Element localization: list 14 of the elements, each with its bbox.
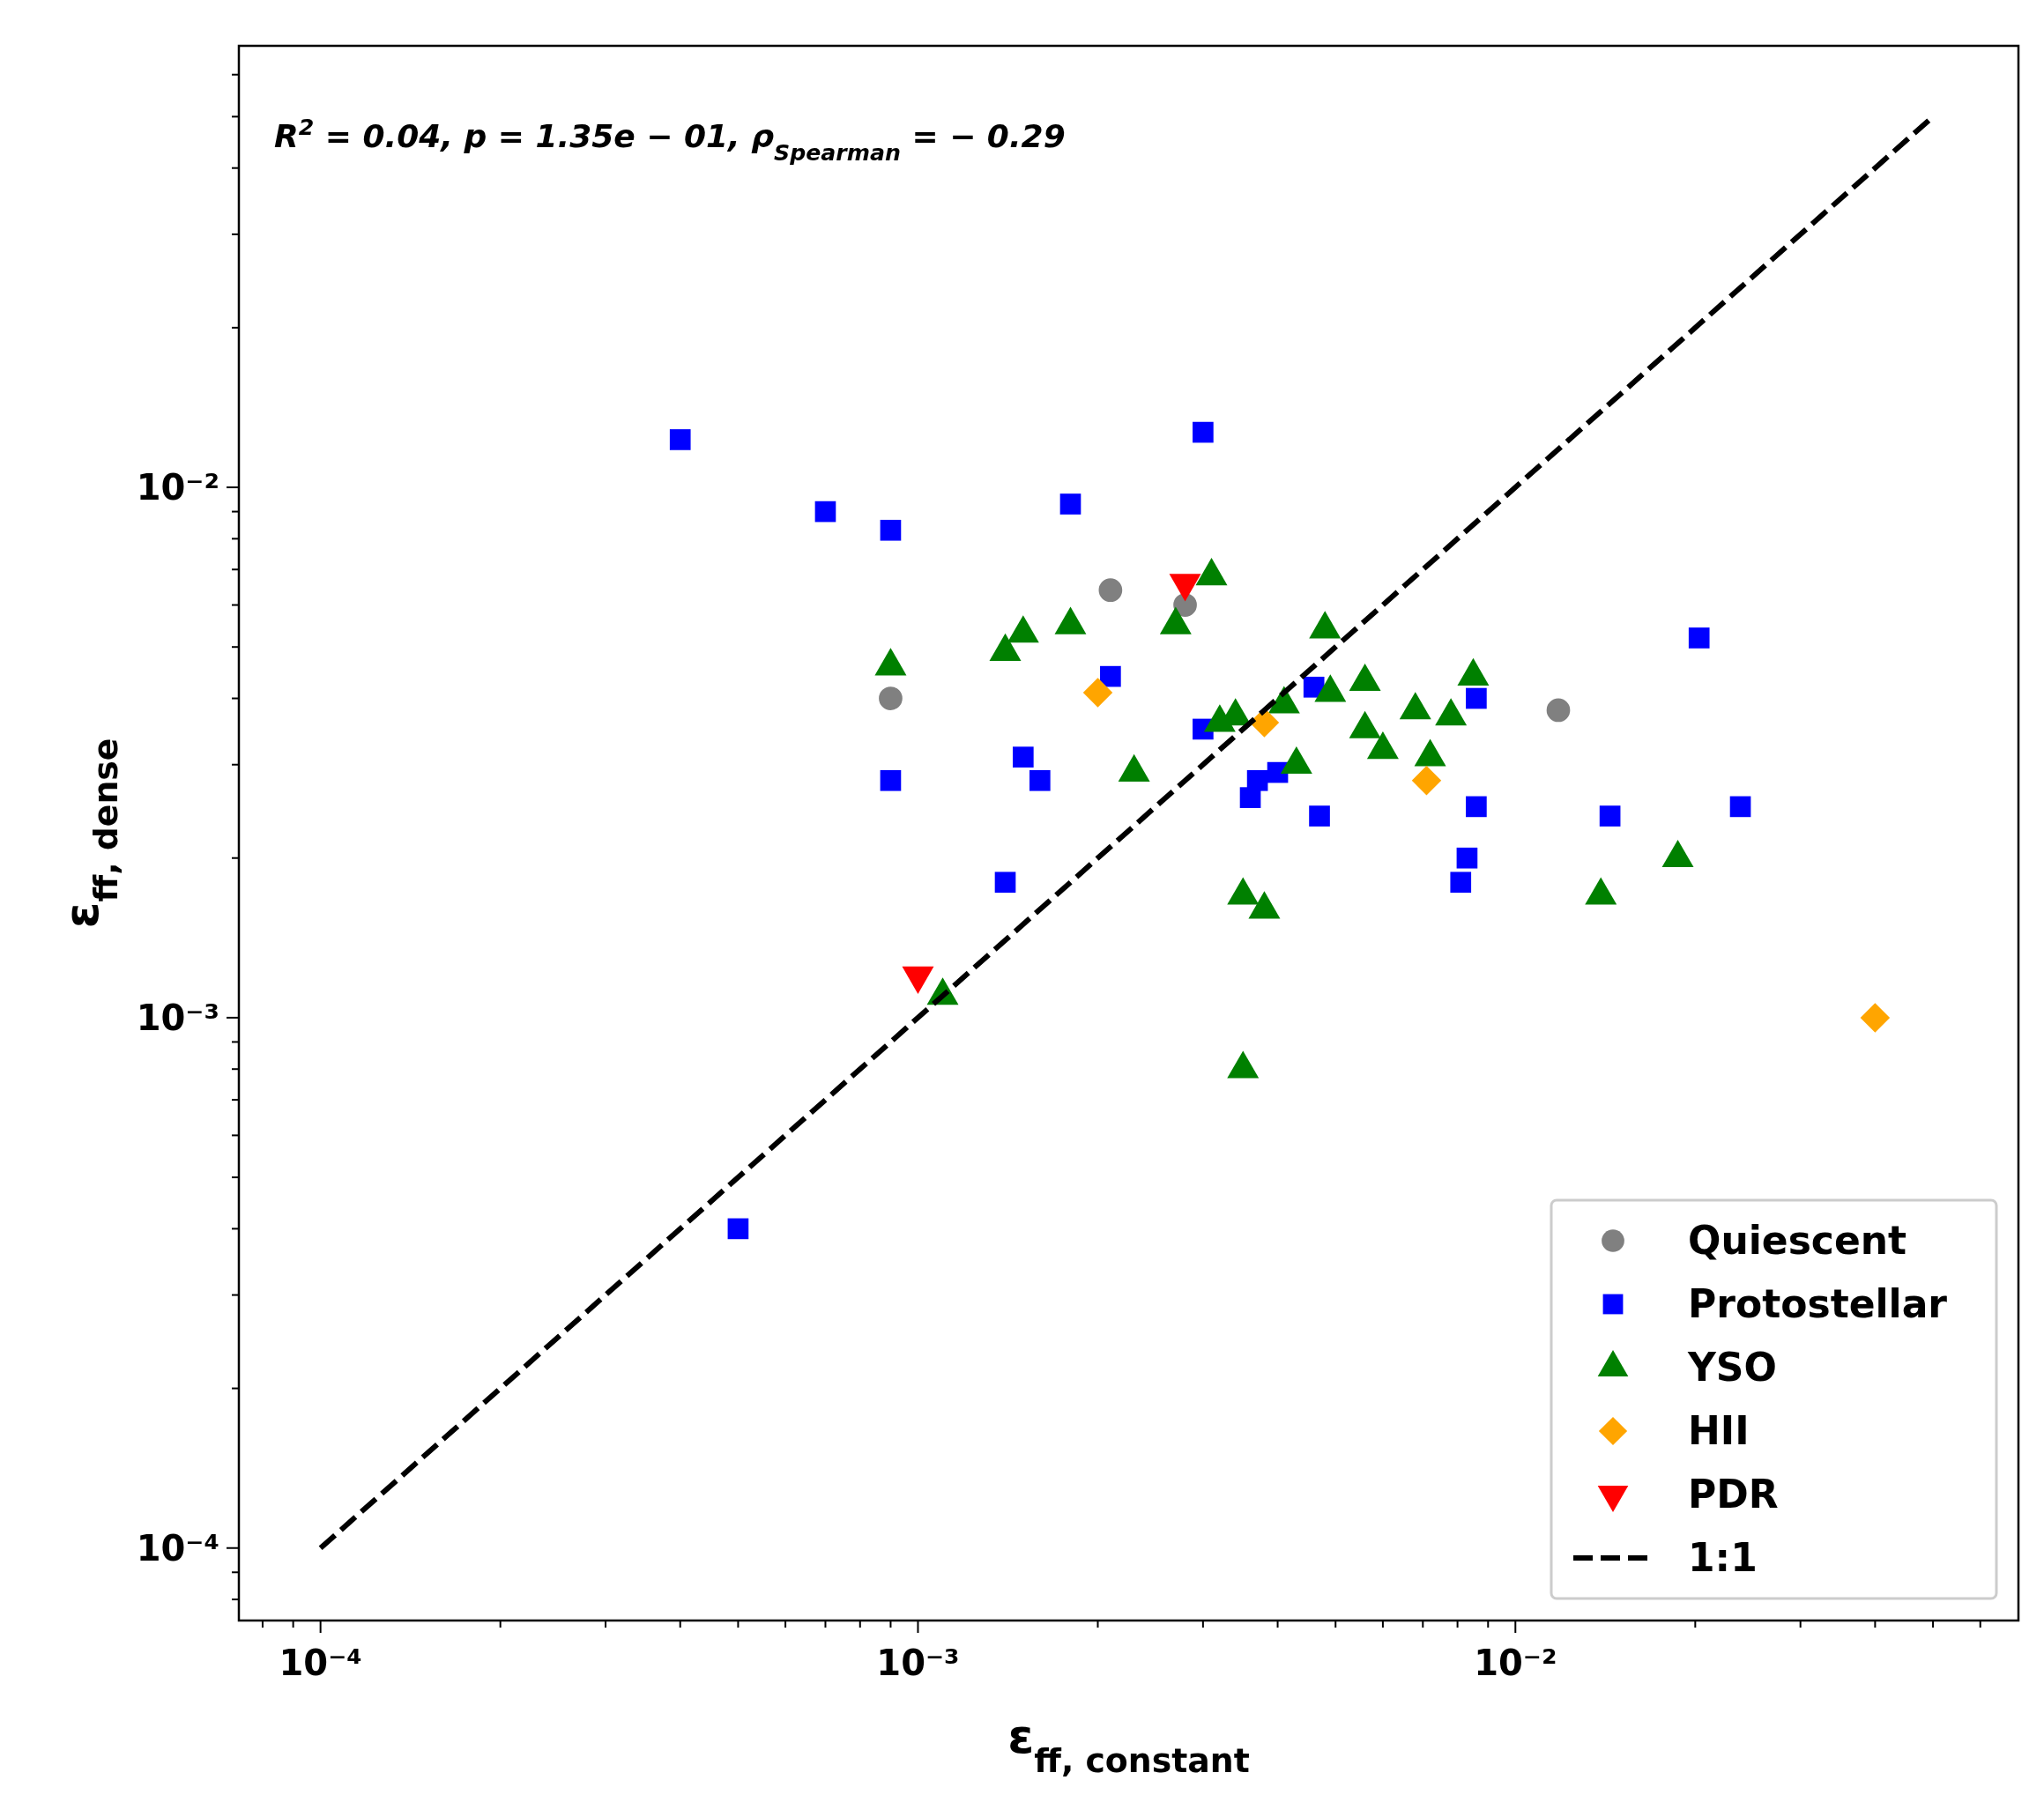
legend-label: Protostellar bbox=[1688, 1281, 1948, 1327]
y-tick-label: 10⁻³ bbox=[136, 997, 219, 1038]
y-tick-label: 10⁻² bbox=[136, 467, 219, 508]
x-axis-title: ε$_{ff, constant}$ bbox=[1007, 1709, 1250, 1780]
legend-label: YSO bbox=[1687, 1345, 1777, 1391]
legend-label: HII bbox=[1688, 1408, 1750, 1454]
x-tick-label: 10⁻³ bbox=[876, 1643, 960, 1683]
legend-label: Quiescent bbox=[1688, 1218, 1907, 1264]
legend-label: PDR bbox=[1688, 1472, 1779, 1517]
legend-label: 1:1 bbox=[1688, 1535, 1758, 1581]
x-tick-label: 10⁻⁴ bbox=[279, 1643, 362, 1683]
x-tick-label: 10⁻² bbox=[1474, 1643, 1557, 1683]
annotation: R$^{2}$ = 0.04, p = 1.35e − 01, ρ$_{Spearman}$ = − 0.29 bbox=[274, 114, 1066, 166]
y-tick-label: 10⁻⁴ bbox=[136, 1527, 219, 1569]
